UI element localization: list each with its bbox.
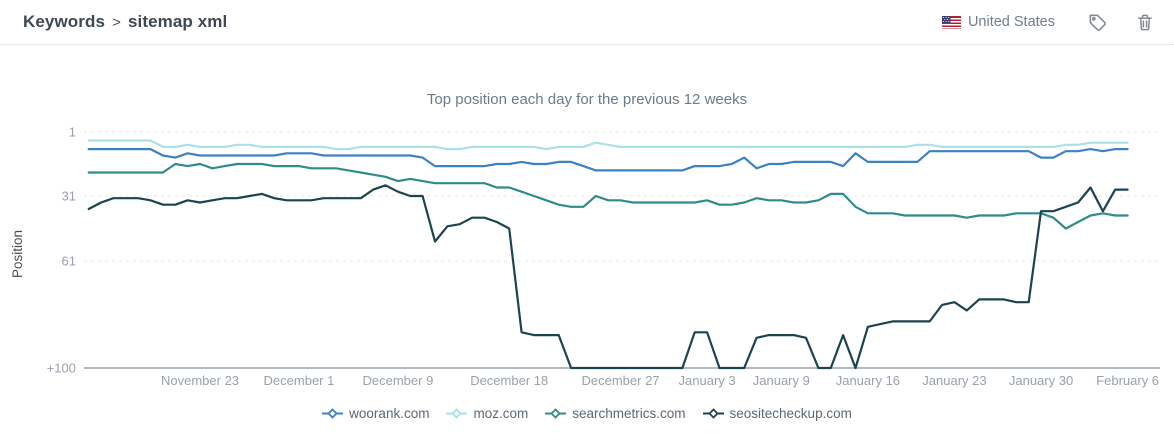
chart-legend: woorank.com moz.com searchmetrics.com seosi… [0, 401, 1174, 425]
legend-label: searchmetrics.com [572, 405, 686, 421]
legend-item-moz.com[interactable]: moz.com [446, 406, 528, 421]
y-axis-title: Position [10, 230, 25, 278]
trash-icon [1138, 14, 1152, 30]
y-tick-label: 61 [62, 254, 76, 269]
legend-marker-icon [446, 407, 468, 419]
x-tick-label: December 27 [582, 373, 660, 388]
header-actions: United States [941, 13, 1154, 32]
chart-title: Top position each day for the previous 1… [426, 91, 748, 108]
country-name: United States [967, 14, 1055, 30]
breadcrumb: Keywords > sitemap xml [23, 12, 227, 32]
series-line-seositecheckup.com [87, 184, 1129, 370]
y-tick-label: 31 [62, 189, 76, 204]
x-tick-label: January 30 [1009, 373, 1073, 388]
rank-history-chart: 1 31 61 +100 Position November 23 December 1 De… [10, 125, 1160, 388]
tag-icon [1089, 14, 1106, 31]
legend-marker-icon [545, 407, 567, 419]
series-line-woorank.com [87, 148, 1129, 172]
x-tick-label: February 6 [1096, 373, 1159, 388]
y-tick-label: 1 [69, 125, 76, 140]
y-tick-label: +100 [47, 361, 76, 376]
x-tick-label: December 9 [362, 373, 433, 388]
legend-item-woorank.com[interactable]: woorank.com [322, 406, 429, 421]
x-tick-label: January 16 [836, 373, 900, 388]
legend-marker-icon [702, 407, 724, 419]
page-title: sitemap xml [127, 12, 228, 31]
country-selector: United States [941, 14, 1055, 30]
series-line-searchmetrics.com [87, 162, 1129, 230]
breadcrumb-separator-icon: > [112, 14, 121, 31]
x-tick-label: November 23 [161, 373, 239, 388]
x-tick-label: December 18 [470, 373, 548, 388]
tag-button[interactable] [1088, 13, 1107, 32]
legend-label: woorank.com [349, 405, 430, 421]
x-tick-label: January 9 [753, 373, 810, 388]
header-bar: Keywords > sitemap xml [0, 0, 1174, 45]
x-tick-label: January 3 [679, 373, 736, 388]
legend-item-searchmetrics.com[interactable]: searchmetrics.com [545, 405, 686, 421]
us-flag-icon [941, 15, 961, 29]
legend-marker-icon [322, 407, 344, 419]
x-tick-label: December 1 [264, 373, 335, 388]
trash-button[interactable] [1136, 13, 1154, 32]
legend-item-seositecheckup.com[interactable]: seositecheckup.com [702, 405, 852, 421]
legend-label: moz.com [473, 405, 529, 421]
series-line-moz.com [87, 139, 1129, 151]
breadcrumb-keywords-link[interactable]: Keywords [23, 12, 106, 31]
x-tick-label: January 23 [922, 373, 986, 388]
legend-label: seositecheckup.com [729, 405, 852, 421]
